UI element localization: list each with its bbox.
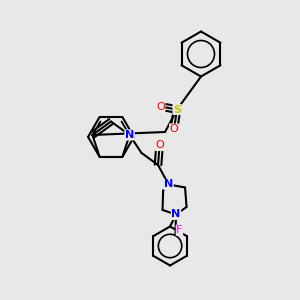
Text: N: N bbox=[125, 130, 134, 140]
Text: O: O bbox=[155, 140, 164, 151]
Text: N: N bbox=[171, 209, 181, 220]
Text: N: N bbox=[164, 179, 173, 190]
Text: O: O bbox=[169, 124, 178, 134]
Text: S: S bbox=[173, 104, 181, 115]
Text: O: O bbox=[156, 101, 165, 112]
Text: F: F bbox=[176, 225, 183, 235]
